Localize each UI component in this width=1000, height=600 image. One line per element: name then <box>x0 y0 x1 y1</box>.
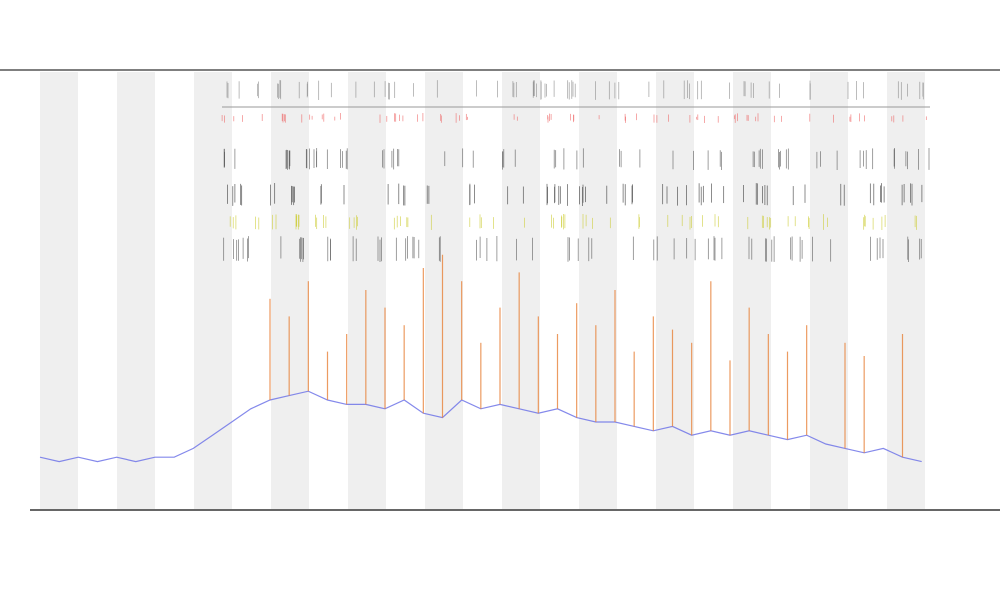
band <box>425 72 463 509</box>
event-ticks <box>221 80 930 262</box>
band <box>194 72 232 509</box>
band <box>733 72 771 509</box>
plot <box>39 254 922 463</box>
band <box>117 72 155 509</box>
band <box>656 72 694 509</box>
band <box>810 72 848 509</box>
band <box>502 72 540 509</box>
band <box>40 72 78 509</box>
band <box>579 72 617 509</box>
band <box>348 72 386 509</box>
band <box>271 72 309 509</box>
bands <box>40 72 925 509</box>
band <box>887 72 925 509</box>
